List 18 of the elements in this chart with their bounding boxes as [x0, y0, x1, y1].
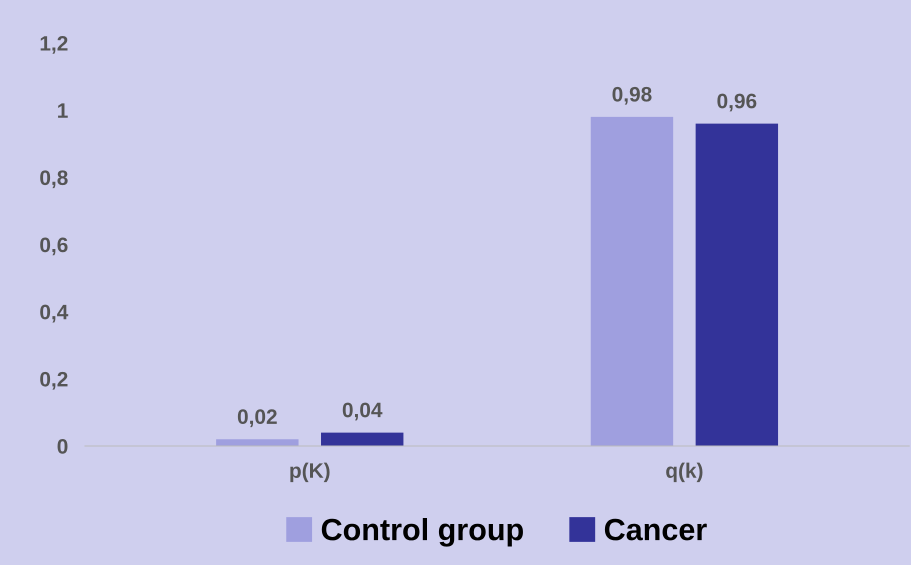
legend-label: Control group	[322, 518, 523, 547]
y-tick-label: 0	[58, 439, 68, 454]
y-tick-label: 0,4	[40, 304, 68, 322]
text: 0,96	[717, 94, 756, 112]
y-tick-label: 0,2	[40, 372, 68, 390]
y-tick-label: 1,2	[40, 36, 68, 54]
legend-label: Cancer	[604, 518, 707, 540]
text: 0,98	[612, 86, 652, 105]
text: 0,04	[342, 402, 382, 420]
y-tick-label: 1	[58, 103, 68, 118]
bar	[321, 432, 404, 446]
x-tick-label: q(k)	[666, 462, 702, 482]
bar	[590, 116, 674, 446]
bar	[696, 124, 778, 446]
x-tick-label: p(K)	[290, 462, 330, 482]
y-tick-label: 0,8	[40, 170, 68, 188]
text: 0,02	[238, 409, 277, 428]
y-tick-label: 0,6	[40, 238, 68, 256]
